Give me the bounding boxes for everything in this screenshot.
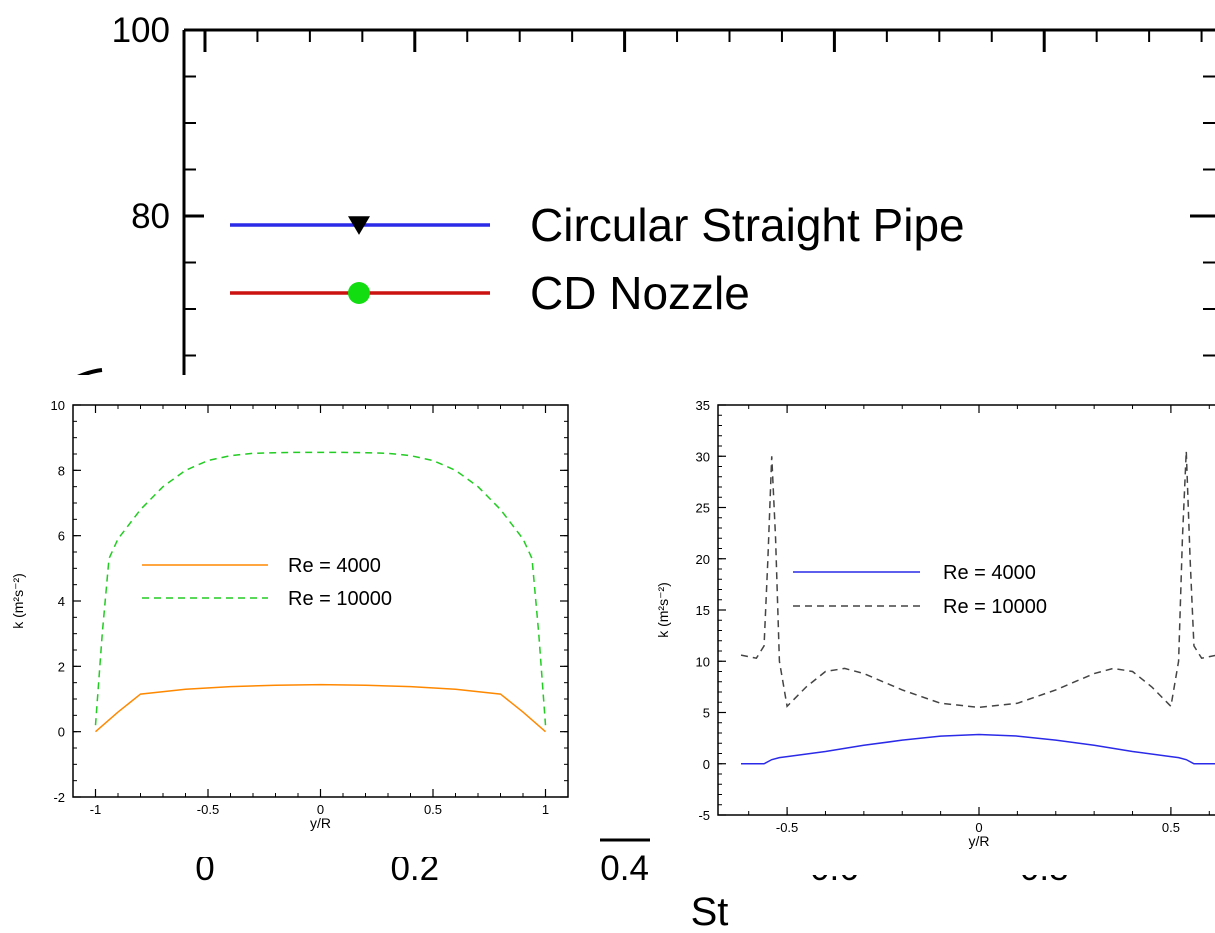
inset-y-tick-label: 25	[696, 501, 710, 516]
inset-chart-left: -2 0 2 4 6 8 10 -1 -0.5 0 0.5 1 y/R k (m²s⁻²) Re = 400…	[5, 375, 600, 857]
inset-x-tick-label: -0.5	[776, 820, 798, 835]
main-y-tick-label: 100	[112, 11, 170, 50]
inset-series-line	[94, 451, 547, 726]
inset-x-tick-label: -0.5	[197, 802, 219, 817]
inset-y-tick-label: 0	[703, 757, 710, 772]
inset-y-tick-label: -2	[53, 790, 65, 805]
legend-marker	[348, 216, 370, 235]
inset-y-tick-label: 30	[696, 449, 710, 464]
inset-y-tick-label: 20	[696, 552, 710, 567]
main-x-axis-label: St	[691, 890, 729, 933]
inset-legend-label: Re = 10000	[288, 588, 392, 610]
inset-legend-label: Re = 4000	[943, 562, 1036, 584]
inset-y-tick-label: 0	[58, 725, 65, 740]
legend-marker	[348, 282, 370, 304]
inset-y-tick-label: -5	[698, 808, 710, 823]
main-y-tick-label: 80	[131, 197, 170, 236]
inset-series-line	[740, 451, 1215, 709]
inset-series-line	[95, 683, 546, 733]
inset-x-axis-label: y/R	[310, 815, 331, 831]
inset-y-tick-label: 10	[51, 398, 65, 413]
inset-x-tick-label: 1	[542, 802, 549, 817]
inset-y-tick-label: 4	[58, 594, 65, 609]
inset-x-tick-label: 0	[317, 802, 324, 817]
inset-x-tick-label: 0	[975, 820, 982, 835]
legend-label: Circular Straight Pipe	[530, 199, 965, 251]
inset-chart-right: -5 0 5 10 15 20 25 30 35 -0.5 0 0.5 y/R k (m²s⁻²) Re =…	[650, 375, 1215, 875]
inset-y-tick-label: 15	[696, 603, 710, 618]
inset-y-tick-label: 10	[696, 654, 710, 669]
inset-x-axis-label: y/R	[969, 833, 990, 849]
inset-legend-label: Re = 4000	[288, 555, 381, 577]
inset-y-tick-label: 5	[703, 706, 710, 721]
inset-series-line	[741, 733, 1215, 765]
main-x-tick-label: 0.4	[600, 849, 649, 888]
inset-y-axis-label: k (m²s⁻²)	[10, 573, 26, 629]
legend-label: CD Nozzle	[530, 267, 750, 319]
main-x-tick-label: 0	[195, 849, 214, 888]
inset-x-tick-label: 0.5	[424, 802, 442, 817]
inset-y-tick-label: 8	[58, 463, 65, 478]
inset-y-tick-label: 6	[58, 529, 65, 544]
inset-y-axis-label: k (m²s⁻²)	[655, 582, 671, 638]
inset-y-tick-label: 2	[58, 659, 65, 674]
inset-x-tick-label: 0.5	[1162, 820, 1180, 835]
inset-y-tick-label: 35	[696, 398, 710, 413]
inset-background	[5, 375, 600, 857]
inset-x-tick-label: -1	[90, 802, 102, 817]
inset-background	[650, 375, 1215, 875]
inset-legend-label: Re = 10000	[943, 596, 1047, 618]
